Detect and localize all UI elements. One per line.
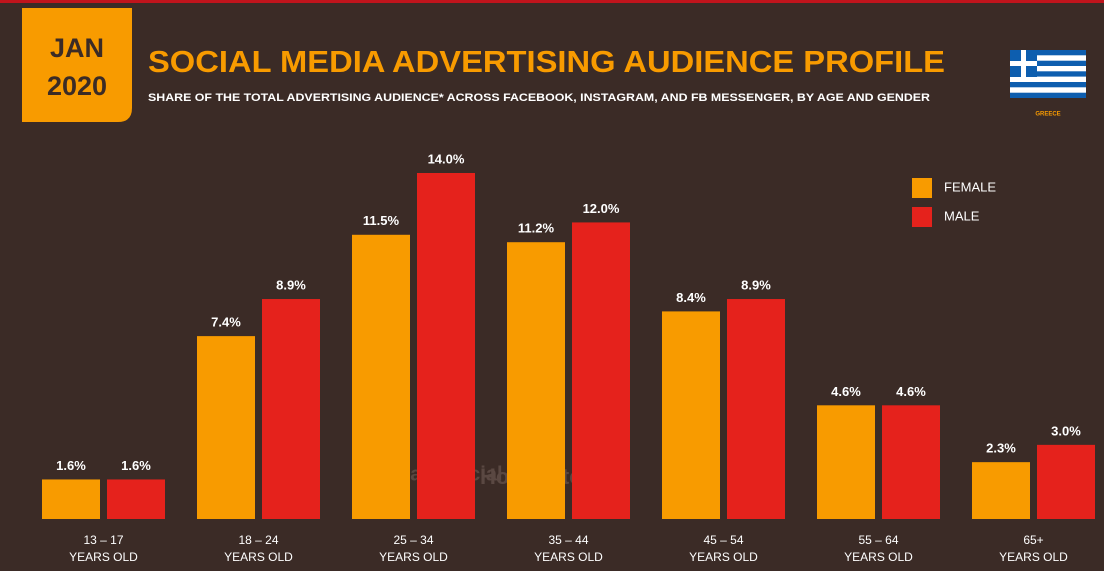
x-tick-label: 25 – 34 <box>393 533 433 547</box>
bar <box>572 222 630 519</box>
value-label: 2.3% <box>986 441 1016 456</box>
flag-stripe <box>1010 50 1086 56</box>
value-label: 8.9% <box>741 277 771 292</box>
chart-title: SOCIAL MEDIA ADVERTISING AUDIENCE PROFIL… <box>148 44 945 79</box>
bar <box>1037 444 1095 519</box>
bar <box>507 242 565 519</box>
flag-label: GREECE <box>1035 112 1060 118</box>
value-label: 14.0% <box>428 151 465 166</box>
x-tick-label: YEARS OLD <box>844 550 913 564</box>
x-tick-label: YEARS OLD <box>534 550 603 564</box>
legend-label: MALE <box>944 208 980 223</box>
legend-swatch <box>912 207 932 227</box>
legend-swatch <box>912 178 932 198</box>
flag <box>1010 50 1086 98</box>
bar <box>107 479 165 519</box>
top-border <box>0 0 1104 3</box>
flag-stripe <box>1010 92 1086 98</box>
x-tick-label: 65+ <box>1023 533 1043 547</box>
flag-stripe <box>1010 82 1086 88</box>
value-label: 3.0% <box>1051 423 1081 438</box>
bar <box>42 479 100 519</box>
x-tick-label: 45 – 54 <box>703 533 743 547</box>
flag-stripe <box>1010 71 1086 77</box>
bar <box>262 299 320 519</box>
value-label: 4.6% <box>831 384 861 399</box>
value-label: 8.4% <box>676 290 706 305</box>
value-label: 11.5% <box>363 213 400 228</box>
x-tick-label: 18 – 24 <box>238 533 278 547</box>
x-tick-label: YEARS OLD <box>379 550 448 564</box>
bar <box>197 336 255 519</box>
badge-year: 2020 <box>47 71 107 101</box>
value-label: 1.6% <box>121 458 151 473</box>
bar <box>727 299 785 519</box>
x-tick-label: 35 – 44 <box>548 533 588 547</box>
x-tick-label: YEARS OLD <box>999 550 1068 564</box>
x-tick-label: 13 – 17 <box>83 533 123 547</box>
legend-label: FEMALE <box>944 179 996 194</box>
bar <box>417 173 475 519</box>
flag-stripe <box>1010 60 1086 66</box>
bar <box>882 405 940 519</box>
bar <box>972 462 1030 519</box>
bar <box>352 234 410 520</box>
x-tick-label: YEARS OLD <box>224 550 293 564</box>
chart-subtitle: SHARE OF THE TOTAL ADVERTISING AUDIENCE*… <box>148 92 930 104</box>
bar <box>662 311 720 519</box>
value-label: 4.6% <box>896 384 926 399</box>
flag-cross <box>1010 61 1037 66</box>
bar <box>817 405 875 519</box>
value-label: 12.0% <box>583 201 620 216</box>
badge-month: JAN <box>50 33 104 63</box>
date-badge <box>22 8 132 122</box>
value-label: 1.6% <box>56 458 86 473</box>
x-tick-label: YEARS OLD <box>689 550 758 564</box>
value-label: 8.9% <box>276 277 306 292</box>
x-tick-label: 55 – 64 <box>858 533 898 547</box>
value-label: 7.4% <box>211 315 241 330</box>
x-tick-label: YEARS OLD <box>69 550 138 564</box>
value-label: 11.2% <box>518 221 555 236</box>
